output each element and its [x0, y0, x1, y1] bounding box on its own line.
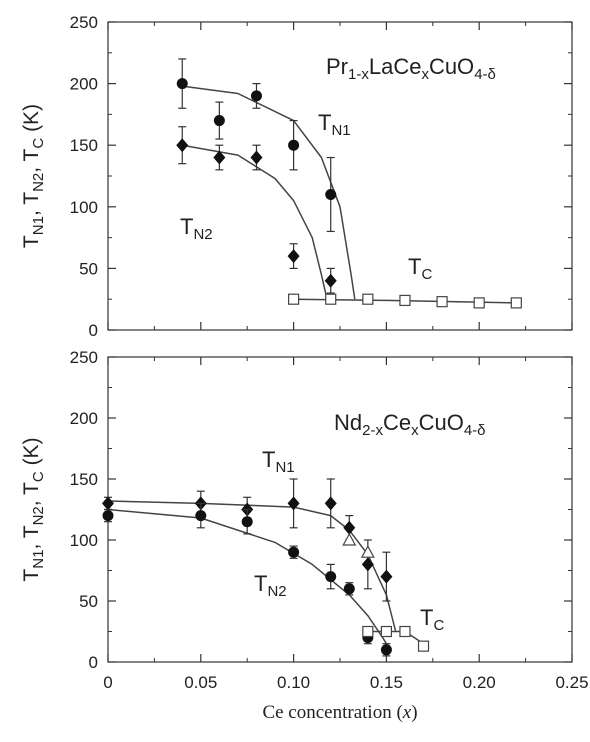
tn1-label: TN1 — [262, 447, 295, 476]
data-point-square — [380, 625, 392, 638]
y-axis-label: TN1, TN2, TC (K) — [20, 437, 47, 581]
y-tick-label: 200 — [70, 75, 98, 94]
y-tick-label: 50 — [79, 592, 98, 611]
y-tick-label: 0 — [89, 321, 98, 340]
y-tick-label: 0 — [89, 653, 98, 672]
data-point-diamond — [102, 496, 114, 511]
data-point-square — [362, 293, 374, 305]
data-point-circle — [325, 571, 337, 583]
data-point-triangle — [342, 532, 357, 546]
fit-curve — [182, 144, 328, 300]
data-point-diamond — [324, 496, 337, 511]
data-point-square — [473, 297, 485, 309]
x-tick-label: 0 — [103, 673, 112, 692]
data-point-square — [399, 625, 411, 638]
x-tick-label: 0.05 — [184, 673, 217, 692]
x-tick-label: 0.25 — [555, 673, 588, 692]
fit-curve — [107, 500, 397, 632]
data-point-circle — [325, 188, 337, 200]
data-point-diamond — [250, 150, 263, 165]
fit-curve — [293, 298, 517, 304]
data-point-square — [510, 297, 522, 309]
data-point-diamond — [380, 569, 393, 584]
y-tick-label: 150 — [70, 470, 98, 489]
data-point-triangle — [360, 544, 375, 558]
x-tick-label: 0.15 — [370, 673, 403, 692]
tn1-label: TN1 — [318, 110, 351, 139]
data-point-circle — [343, 583, 355, 595]
y-tick-label: 150 — [70, 136, 98, 155]
data-point-square — [325, 293, 337, 305]
y-axis-label: TN1, TN2, TC (K) — [20, 104, 47, 248]
data-point-square — [417, 640, 430, 652]
data-point-circle — [176, 78, 188, 90]
tn2-label: TN2 — [254, 571, 287, 600]
data-point-square — [436, 296, 448, 308]
data-point-diamond — [287, 249, 300, 264]
tc-label: TC — [420, 605, 444, 634]
y-tick-label: 50 — [79, 259, 98, 278]
data-point-circle — [288, 546, 300, 558]
panel-bottom: 0 50 100 150 200 250 0 0.05 0.10 0.15 0.20 0.25 TN1,… — [20, 348, 589, 723]
data-point-diamond — [287, 496, 300, 511]
data-point-diamond — [343, 520, 356, 535]
fit-curve — [182, 85, 356, 300]
y-tick-label: 200 — [70, 409, 98, 428]
y-tick-label: 250 — [70, 348, 98, 367]
data-point-diamond — [176, 138, 189, 153]
tn2-label: TN2 — [180, 214, 213, 243]
data-point-diamond — [361, 557, 374, 572]
data-point-circle — [241, 516, 253, 528]
data-point-square — [399, 294, 411, 307]
data-point-circle — [213, 115, 225, 127]
panel-top: 0 50 100 150 200 250 TN1, TN2, TC (K) Pr1-xLaCe… — [20, 13, 573, 340]
y-tick-label: 250 — [70, 13, 98, 32]
data-point-circle — [250, 90, 262, 102]
x-tick-label: 0.10 — [277, 673, 310, 692]
x-tick-label: 0.20 — [463, 673, 496, 692]
y-tick-label: 100 — [70, 531, 98, 550]
compound-label: Nd2-xCexCuO4-δ — [334, 410, 486, 439]
data-point-circle — [380, 644, 392, 656]
data-point-circle — [195, 510, 207, 522]
data-point-square — [362, 625, 374, 638]
data-point-diamond — [213, 150, 226, 165]
data-point-circle — [288, 139, 300, 151]
tc-label: TC — [408, 254, 432, 283]
x-axis-label: Ce concentration (x) — [262, 702, 417, 723]
compound-label: Pr1-xLaCexCuO4-δ — [326, 54, 496, 83]
plot-frame — [107, 356, 573, 663]
data-point-diamond — [324, 273, 337, 288]
y-tick-label: 100 — [70, 198, 98, 217]
data-point-circle — [102, 510, 114, 522]
data-point-square — [288, 293, 300, 305]
